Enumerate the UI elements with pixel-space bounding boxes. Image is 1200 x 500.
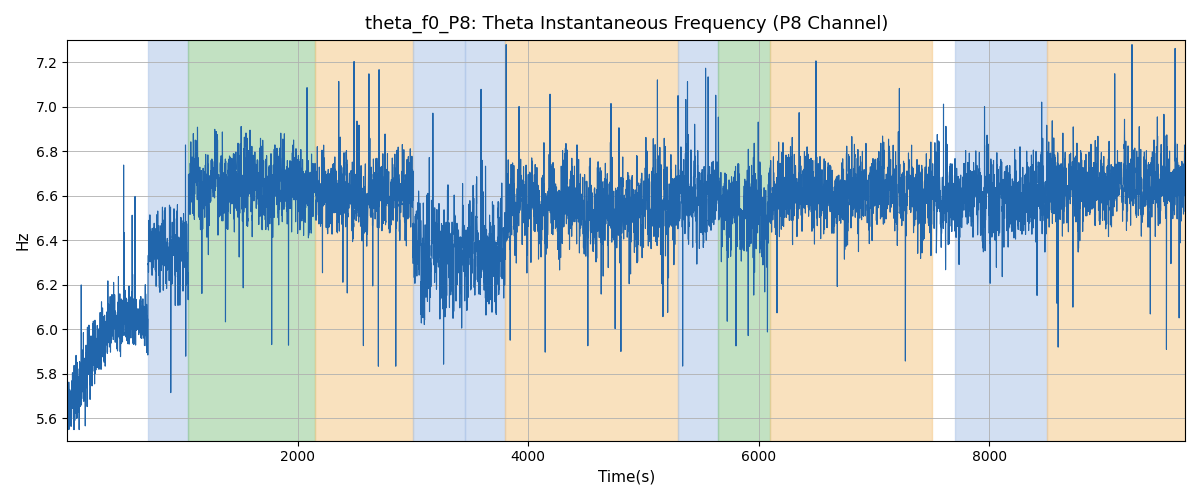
Bar [954, 40, 1046, 440]
X-axis label: Time(s): Time(s) [598, 470, 655, 485]
Bar [1046, 40, 1186, 440]
Bar [148, 40, 188, 440]
Bar [719, 40, 770, 440]
Bar [413, 40, 464, 440]
Y-axis label: Hz: Hz [16, 230, 30, 250]
Title: theta_f0_P8: Theta Instantaneous Frequency (P8 Channel): theta_f0_P8: Theta Instantaneous Frequen… [365, 15, 888, 34]
Bar [770, 40, 931, 440]
Bar [188, 40, 316, 440]
Bar [464, 40, 505, 440]
Bar [316, 40, 413, 440]
Bar [678, 40, 719, 440]
Bar [505, 40, 678, 440]
